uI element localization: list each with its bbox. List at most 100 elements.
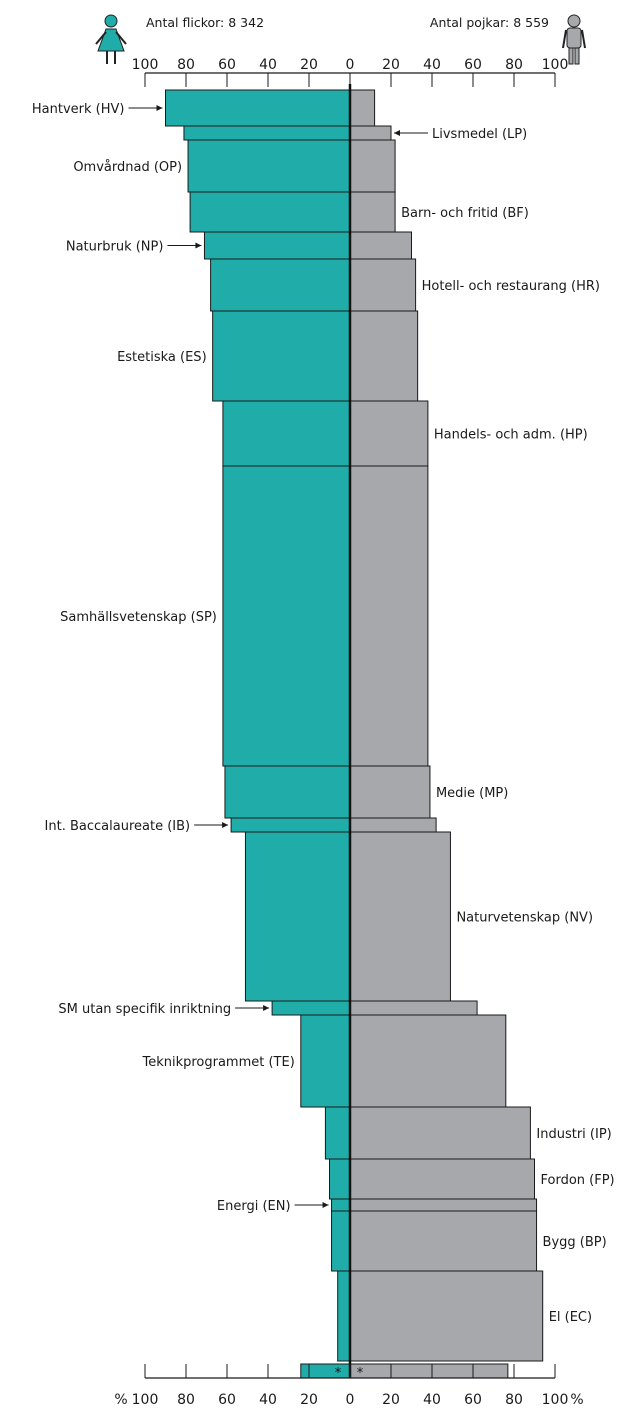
percent-label-left: %	[114, 1392, 127, 1408]
bar-girls	[222, 465, 351, 767]
category-label: El (EC)	[549, 1310, 592, 1325]
bar-boys	[349, 258, 417, 312]
category-label: Samhällsvetenskap (SP)	[60, 610, 217, 625]
label-arrow-head	[322, 1202, 329, 1208]
category-label: Livsmedel (LP)	[432, 127, 527, 142]
label-arrow-head	[195, 242, 202, 249]
percent-label-right: %	[570, 1392, 583, 1408]
category-label: Naturvetenskap (NV)	[456, 911, 593, 926]
label-arrow-head	[156, 105, 163, 111]
bottom-tick-label: 60	[218, 1392, 236, 1408]
bar-girls	[187, 139, 351, 193]
bar-girls	[324, 1106, 351, 1160]
bar-boys	[349, 1158, 535, 1200]
top-tick-label: 100	[132, 57, 159, 73]
bar-boys	[349, 1000, 478, 1016]
category-label: Hotell- och restaurang (HR)	[422, 279, 600, 294]
top-tick-label: 20	[382, 57, 400, 73]
bar-girls	[189, 191, 351, 233]
bottom-tick-label: 100	[132, 1392, 159, 1408]
bar-boys	[349, 1270, 544, 1362]
category-label: Barn- och fritid (BF)	[401, 206, 529, 221]
label-arrow-head	[394, 130, 400, 136]
category-label: Bygg (BP)	[543, 1235, 607, 1250]
bar-girls	[224, 765, 351, 819]
bar-boys	[349, 465, 429, 767]
bar-girls	[203, 231, 351, 260]
bar-girls-bottom	[300, 1363, 351, 1379]
bar-girls	[212, 310, 351, 402]
boys-count-label: Antal pojkar: 8 559	[430, 15, 549, 30]
bottom-tick-label: 80	[177, 1392, 195, 1408]
top-tick-label: 20	[300, 57, 318, 73]
bar-boys	[349, 765, 431, 819]
bar-boys-bottom	[349, 1363, 509, 1379]
top-tick-label: 60	[218, 57, 236, 73]
category-label: Int. Baccalaureate (IB)	[45, 819, 191, 834]
category-label: Omvårdnad (OP)	[73, 160, 182, 175]
bar-girls	[271, 1000, 351, 1016]
bar-girls	[183, 125, 351, 141]
bottom-axis: 100 80 60 40 20 0 20 40 60 80 100%%	[114, 1364, 584, 1408]
category-label: Estetiska (ES)	[117, 350, 207, 365]
bar-boys	[349, 191, 396, 233]
man-icon	[562, 14, 586, 65]
bar-girls	[165, 89, 351, 127]
bar-boys	[349, 400, 429, 467]
bar-boys	[349, 1210, 538, 1272]
bottom-tick-label: 20	[382, 1392, 400, 1408]
bar-boys	[349, 125, 392, 141]
bottom-tick-label: 40	[423, 1392, 441, 1408]
bar-boys	[349, 1198, 538, 1212]
bar-boys	[349, 231, 412, 260]
top-axis: 100 80 60 40 20 0 20 40 60 80 100	[132, 57, 569, 87]
bar-girls	[222, 400, 351, 467]
bar-girls	[331, 1210, 351, 1272]
category-labels: Hantverk (HV) Livsmedel (LP) Omvårdnad (OP…	[32, 102, 615, 1325]
bar-boys	[349, 1014, 507, 1108]
top-tick-label: 0	[346, 57, 355, 73]
bottom-tick-label: 60	[464, 1392, 482, 1408]
label-arrow-head	[222, 822, 229, 828]
category-label: Energi (EN)	[217, 1199, 291, 1214]
category-label: SM utan specifik inriktning	[58, 1002, 231, 1017]
top-tick-label: 40	[423, 57, 441, 73]
category-label: Handels- och adm. (HP)	[434, 428, 588, 443]
top-tick-label: 40	[259, 57, 277, 73]
bar-girls	[210, 258, 351, 312]
asterisk-marker: *	[357, 1366, 364, 1381]
bar-girls	[337, 1270, 351, 1362]
category-label: Hantverk (HV)	[32, 102, 125, 117]
category-label: Naturbruk (NP)	[66, 240, 164, 255]
bar-boys	[349, 1106, 531, 1160]
bar-girls	[300, 1014, 351, 1108]
woman-icon	[95, 14, 127, 64]
top-tick-label: 60	[464, 57, 482, 73]
asterisk-marker: *	[335, 1366, 342, 1381]
bar-girls	[230, 817, 351, 833]
bar-boys	[349, 817, 437, 833]
bottom-tick-label: 20	[300, 1392, 318, 1408]
top-tick-label: 80	[177, 57, 195, 73]
bar-boys	[349, 310, 419, 402]
bottom-tick-label: 40	[259, 1392, 277, 1408]
bottom-tick-label: 80	[505, 1392, 523, 1408]
category-label: Industri (IP)	[536, 1127, 611, 1142]
bar-boys	[349, 139, 396, 193]
category-label: Teknikprogrammet (TE)	[141, 1055, 294, 1070]
category-label: Fordon (FP)	[541, 1173, 615, 1188]
label-arrow-head	[263, 1005, 270, 1011]
bar-girls	[329, 1158, 351, 1200]
chart-header: Antal flickor: 8 342 Antal pojkar: 8 559	[95, 14, 586, 65]
bottom-tick-label: 100	[542, 1392, 569, 1408]
bar-boys	[349, 89, 376, 127]
bar-girls	[331, 1198, 351, 1212]
category-label: Medie (MP)	[436, 786, 508, 801]
top-tick-label: 80	[505, 57, 523, 73]
girls-count-label: Antal flickor: 8 342	[146, 15, 264, 30]
bottom-tick-label: 0	[346, 1392, 355, 1408]
top-tick-label: 100	[542, 57, 569, 73]
bars: * *	[165, 84, 544, 1381]
bar-girls	[244, 831, 351, 1002]
